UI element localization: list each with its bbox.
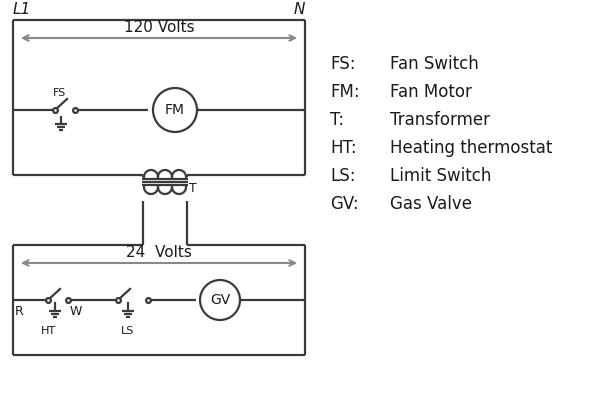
Text: 24  Volts: 24 Volts	[126, 245, 192, 260]
Text: FS:: FS:	[330, 55, 356, 73]
Text: FS: FS	[53, 88, 66, 98]
Text: Heating thermostat: Heating thermostat	[390, 139, 552, 157]
Text: Transformer: Transformer	[390, 111, 490, 129]
Text: GV: GV	[210, 293, 230, 307]
Text: L1: L1	[13, 2, 31, 17]
Text: FM: FM	[165, 103, 185, 117]
Text: T: T	[189, 182, 196, 196]
Text: GV:: GV:	[330, 195, 359, 213]
Text: HT:: HT:	[330, 139, 356, 157]
Text: N: N	[294, 2, 305, 17]
Text: Fan Motor: Fan Motor	[390, 83, 472, 101]
Text: R: R	[15, 305, 24, 318]
Text: HT: HT	[41, 326, 55, 336]
Text: 120 Volts: 120 Volts	[124, 20, 194, 35]
Text: LS:: LS:	[330, 167, 356, 185]
Text: Limit Switch: Limit Switch	[390, 167, 491, 185]
Text: Gas Valve: Gas Valve	[390, 195, 472, 213]
Text: LS: LS	[122, 326, 135, 336]
Text: FM:: FM:	[330, 83, 360, 101]
Text: W: W	[70, 305, 83, 318]
Text: Fan Switch: Fan Switch	[390, 55, 478, 73]
Text: T:: T:	[330, 111, 344, 129]
